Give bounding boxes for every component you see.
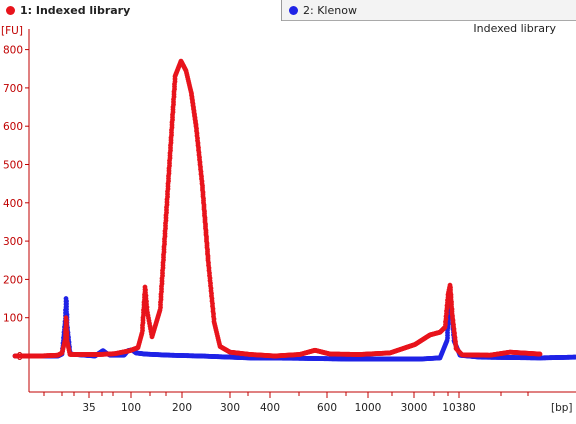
electropherogram-chart: Indexed library [FU] [bp] 01002003004005… xyxy=(1,22,576,414)
x-axis-label: [bp] xyxy=(551,402,573,414)
chart-axes xyxy=(28,29,576,393)
y-tick-label: 700 xyxy=(3,83,23,95)
y-axis-ticks: 0100200300400500600700800 xyxy=(3,45,29,363)
data-point xyxy=(573,354,576,360)
chart-title: Indexed library xyxy=(473,22,556,35)
sample-tab-bar: 1: Indexed library 2: Klenow xyxy=(0,0,576,21)
tab-indexed-library[interactable]: 1: Indexed library xyxy=(0,0,282,21)
x-tick-label: 10380 xyxy=(442,402,475,414)
x-tick-label: 1000 xyxy=(355,402,382,414)
sample-color-dot-icon xyxy=(289,6,298,15)
y-tick-label: 100 xyxy=(3,313,23,325)
y-tick-label: 400 xyxy=(3,198,23,210)
y-tick-label: 800 xyxy=(3,45,23,57)
x-axis-ticks: 35 100 200 300 400 600 1000 3000 10380 xyxy=(43,392,529,414)
x-tick-label: 3000 xyxy=(401,402,428,414)
plot-series-layer xyxy=(12,58,576,362)
tab-label: 1: Indexed library xyxy=(20,4,131,17)
y-tick-label: 500 xyxy=(3,160,23,172)
tab-label: 2: Klenow xyxy=(303,4,357,17)
data-point xyxy=(537,351,543,357)
tab-klenow[interactable]: 2: Klenow xyxy=(283,0,576,21)
y-tick-label: 200 xyxy=(3,274,23,286)
x-tick-label: 600 xyxy=(317,402,337,414)
x-tick-label: 200 xyxy=(172,402,192,414)
x-tick-label: 300 xyxy=(220,402,240,414)
series-indexed-library xyxy=(12,58,543,359)
x-tick-label: 400 xyxy=(260,402,280,414)
series-klenow xyxy=(12,296,576,362)
y-tick-label: 300 xyxy=(3,236,23,248)
sample-color-dot-icon xyxy=(6,6,15,15)
y-axis-label: [FU] xyxy=(1,25,23,37)
x-tick-label: 100 xyxy=(121,402,141,414)
y-tick-label: 600 xyxy=(3,121,23,133)
x-tick-label: 35 xyxy=(82,402,95,414)
